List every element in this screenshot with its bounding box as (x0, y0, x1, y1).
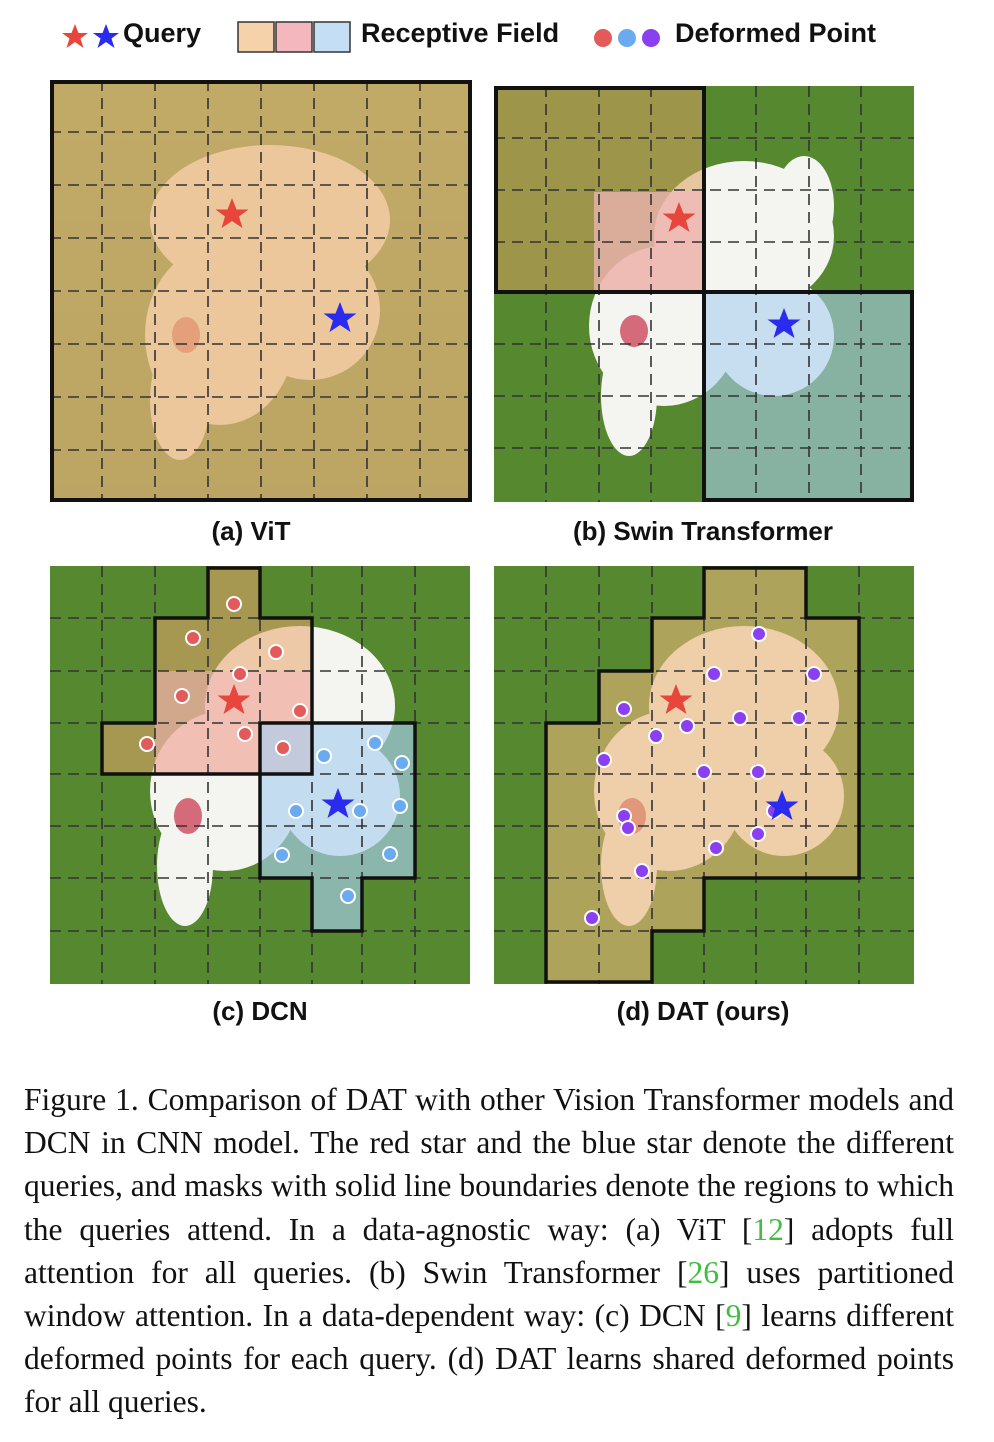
blue-query-star-icon (767, 308, 801, 338)
figure-caption: Figure 1. Comparison of DAT with other V… (24, 1078, 954, 1424)
legend-blue-field-swatch (313, 21, 351, 53)
legend-blue-star-icon (93, 24, 119, 48)
legend-purple-point-icon (642, 29, 660, 47)
caption-part-2: ] adopts full attention for all queries.… (24, 1211, 954, 1290)
receptive-field-border (50, 80, 472, 502)
legend: Query Receptive Field Deformed Point (0, 0, 994, 80)
red-query-star-icon (659, 684, 693, 714)
caption-part-4: ] learns different deformed points for e… (24, 1298, 954, 1420)
panel-swin (494, 86, 914, 502)
panel-label-vit: (a) ViT (211, 516, 291, 546)
field-borders (100, 566, 417, 933)
purple-deformed-points (584, 626, 822, 926)
legend-receptive-label: Receptive Field (361, 18, 560, 48)
red-query-star-icon (662, 202, 696, 232)
red-query-star-icon (215, 198, 249, 228)
citation-9-link[interactable]: 9 (725, 1298, 742, 1334)
legend-deformed-label: Deformed Point (675, 18, 877, 48)
grid-lines (50, 80, 472, 502)
red-query-star-icon (217, 684, 251, 714)
legend-query-label: Query (123, 18, 202, 48)
caption-part-1: Figure 1. Comparison of DAT with other V… (24, 1082, 954, 1247)
panel-label-swin: (b) Swin Transformer (572, 516, 834, 546)
panel-label-dat: (d) DAT (ours) (616, 996, 790, 1026)
legend-red-point-icon (594, 29, 612, 47)
legend-red-star-icon (62, 24, 88, 48)
citation-12-link[interactable]: 12 (752, 1211, 784, 1247)
blue-query-star-icon (765, 790, 799, 820)
blue-query-star-icon (321, 788, 355, 818)
caption-part-3: ] uses partitioned window attention. In … (24, 1254, 954, 1334)
panel-dat (494, 566, 914, 984)
blue-deformed-points (274, 735, 410, 904)
shared-receptive-field (494, 568, 859, 984)
panel-vit (50, 80, 472, 502)
legend-blue-point-icon (618, 29, 636, 47)
citation-26-link[interactable]: 26 (687, 1254, 719, 1290)
red-deformed-points (139, 596, 308, 756)
window-borders (494, 86, 914, 502)
panel-dcn (50, 566, 470, 984)
legend-pink-field-swatch (275, 21, 313, 53)
blue-query-star-icon (323, 302, 357, 332)
dog-tongue (174, 798, 202, 834)
legend-orange-field-swatch (237, 21, 275, 53)
shared-field-border (544, 566, 861, 984)
dog-tongue (620, 315, 648, 347)
panel-label-dcn: (c) DCN (212, 996, 308, 1026)
